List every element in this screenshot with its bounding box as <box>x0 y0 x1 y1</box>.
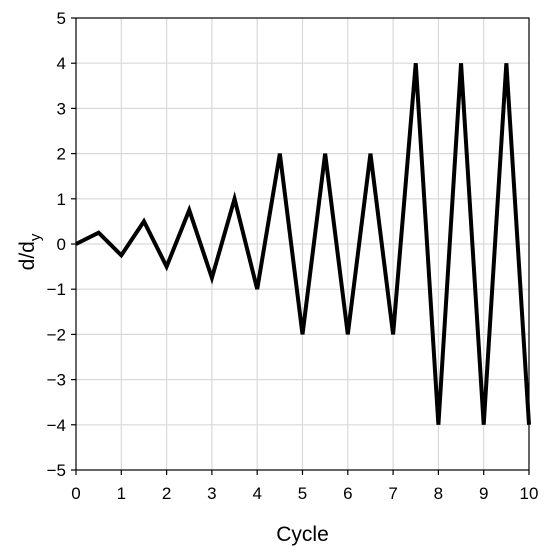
x-tick-label: 10 <box>520 484 539 503</box>
y-tick-label: 2 <box>57 145 66 164</box>
y-tick-label: 1 <box>57 190 66 209</box>
x-tick-label: 8 <box>434 484 443 503</box>
y-tick-label: 4 <box>57 54 66 73</box>
x-tick-label: 9 <box>479 484 488 503</box>
y-tick-label: −5 <box>47 461 66 480</box>
y-tick-label: −3 <box>47 371 66 390</box>
y-tick-label: 3 <box>57 99 66 118</box>
x-tick-label: 0 <box>71 484 80 503</box>
x-tick-label: 5 <box>298 484 307 503</box>
x-tick-label: 2 <box>162 484 171 503</box>
x-tick-label: 1 <box>117 484 126 503</box>
x-axis-title: Cycle <box>276 523 329 546</box>
y-axis-title-subscript: y <box>27 233 44 241</box>
y-tick-label: −2 <box>47 325 66 344</box>
y-tick-label: −1 <box>47 280 66 299</box>
series <box>75 63 531 425</box>
y-axis-title: d/dy <box>16 233 44 270</box>
x-tick-label: 7 <box>388 484 397 503</box>
y-axis-title-main: d/d <box>16 241 39 270</box>
y-tick-label: −4 <box>47 416 66 435</box>
x-tick-label: 3 <box>207 484 216 503</box>
x-tick-label: 6 <box>343 484 352 503</box>
x-tick-label: 4 <box>252 484 261 503</box>
y-tick-label: 5 <box>57 9 66 28</box>
y-tick-label: 0 <box>57 235 66 254</box>
